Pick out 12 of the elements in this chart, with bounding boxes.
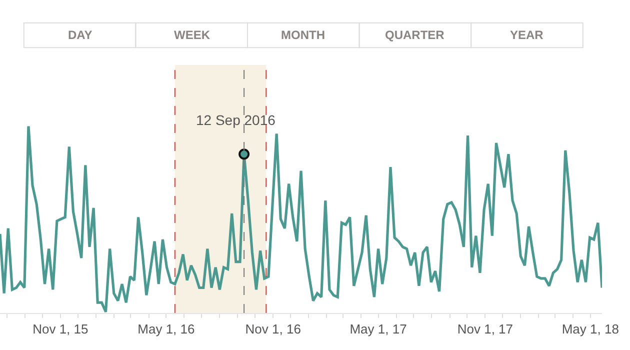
x-tick-label: Nov 1, 16 bbox=[245, 322, 301, 337]
x-tick-label: May 1, 17 bbox=[350, 322, 407, 337]
x-tick-label: Nov 1, 15 bbox=[32, 322, 88, 337]
text: YEAR bbox=[510, 28, 544, 42]
text: MONTH bbox=[281, 28, 325, 42]
text: WEEK bbox=[174, 28, 210, 42]
x-tick-label: May 1, 18 bbox=[562, 322, 619, 337]
text: DAY bbox=[68, 28, 92, 42]
text: QUARTER bbox=[385, 28, 445, 42]
x-tick-label: May 1, 16 bbox=[138, 322, 195, 337]
x-tick-label: Nov 1, 17 bbox=[457, 322, 514, 337]
annotation: 12 Sep 2016 bbox=[196, 112, 276, 128]
